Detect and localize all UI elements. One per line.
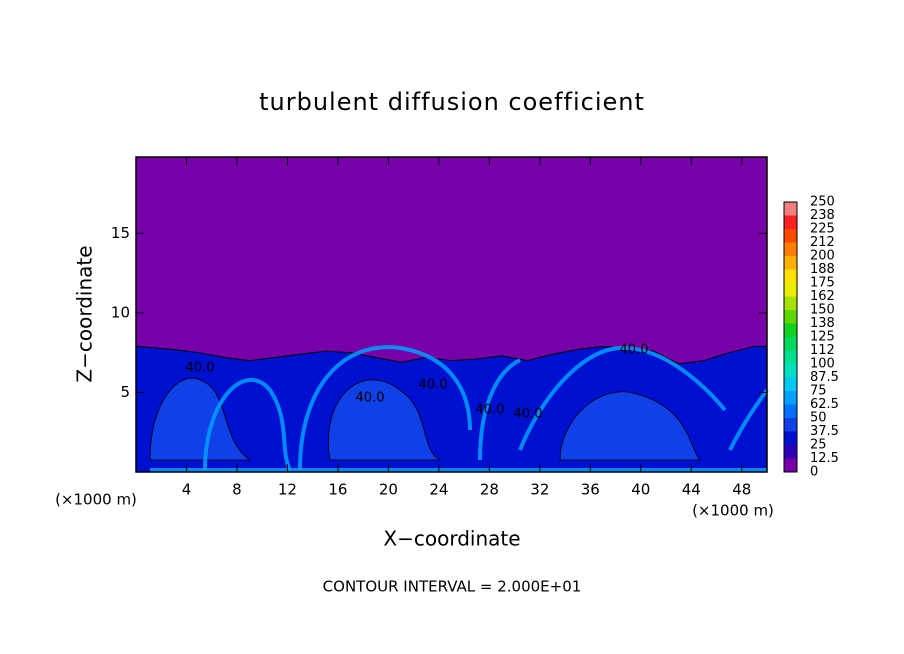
colorbar-swatch xyxy=(784,229,797,243)
chart-title: turbulent diffusion coefficient xyxy=(259,88,645,116)
colorbar-swatch xyxy=(784,283,797,297)
y-tick-label: 5 xyxy=(120,383,130,401)
y-unit: (×1000 m) xyxy=(55,491,137,509)
colorbar-swatch xyxy=(784,404,797,418)
colorbar-swatch xyxy=(784,458,797,472)
colorbar-label: 150 xyxy=(810,303,835,318)
x-tick-label: 28 xyxy=(480,481,499,499)
colorbar-swatch xyxy=(784,391,797,405)
colorbar-label: 138 xyxy=(810,316,835,331)
colorbar-swatch xyxy=(784,202,797,216)
field-swirl xyxy=(203,377,292,471)
field-region xyxy=(328,379,441,461)
colorbar-swatch xyxy=(784,445,797,459)
colorbar-swatch xyxy=(784,377,797,391)
field-swirl xyxy=(728,388,769,451)
colorbar-label: 162 xyxy=(810,289,835,304)
colorbar-label: 25 xyxy=(810,438,827,453)
colorbar-label: 125 xyxy=(810,330,835,345)
colorbar-label: 175 xyxy=(810,276,835,291)
x-unit: (×1000 m) xyxy=(692,502,774,520)
footnote: CONTOUR INTERVAL = 2.000E+01 xyxy=(323,578,582,596)
colorbar-label: 75 xyxy=(810,384,827,399)
field-swirl xyxy=(478,358,521,461)
y-tick-label: 10 xyxy=(111,303,130,321)
colorbar-label: 87.5 xyxy=(810,370,839,385)
colorbar-swatch xyxy=(784,310,797,324)
colorbar-swatch xyxy=(784,269,797,283)
colorbar-swatch xyxy=(784,431,797,445)
colorbar-label: 0 xyxy=(810,465,818,480)
field-region xyxy=(559,391,701,461)
x-axis-label: X−coordinate xyxy=(383,527,520,551)
x-tick-label: 32 xyxy=(530,481,549,499)
x-tick-label: 44 xyxy=(682,481,701,499)
colorbar-swatch xyxy=(784,296,797,310)
colorbar-swatch xyxy=(784,418,797,432)
colorbar-swatch xyxy=(784,256,797,270)
colorbar-label: 188 xyxy=(810,262,835,277)
x-tick-label: 36 xyxy=(581,481,600,499)
y-tick-label: 15 xyxy=(111,224,130,242)
contour-label: 40.0 xyxy=(186,361,215,376)
x-tick-label: 8 xyxy=(232,481,242,499)
contour-label: 40.0 xyxy=(514,407,543,422)
colorbar-label: 212 xyxy=(810,235,835,250)
contour-label: 40.0 xyxy=(620,343,649,358)
colorbar-swatch xyxy=(784,242,797,256)
field-region xyxy=(149,377,252,461)
colorbar-label: 62.5 xyxy=(810,397,839,412)
x-tick-label: 20 xyxy=(379,481,398,499)
colorbar-label: 37.5 xyxy=(810,424,839,439)
x-tick-label: 24 xyxy=(429,481,448,499)
colorbar-label: 250 xyxy=(810,195,835,210)
colorbar-swatch xyxy=(784,350,797,364)
colorbar-swatch xyxy=(784,337,797,351)
colorbar-swatch xyxy=(784,215,797,229)
colorbar-frame xyxy=(783,201,798,473)
field-swirl xyxy=(518,345,727,451)
x-tick-label: 12 xyxy=(278,481,297,499)
colorbar-label: 238 xyxy=(810,208,835,223)
plot-frame xyxy=(135,156,768,473)
colorbar-label: 225 xyxy=(810,222,835,237)
colorbar-swatch xyxy=(784,364,797,378)
x-tick-label: 4 xyxy=(182,481,192,499)
contour-label: 40.0 xyxy=(476,403,505,418)
colorbar-label: 100 xyxy=(810,357,835,372)
colorbar-label: 200 xyxy=(810,249,835,264)
contour-label: 40.0 xyxy=(356,391,385,406)
x-tick-label: 16 xyxy=(328,481,347,499)
colorbar-label: 112 xyxy=(810,343,835,358)
field-swirl xyxy=(298,345,472,471)
colorbar-label: 12.5 xyxy=(810,451,839,466)
colorbar-label: 50 xyxy=(810,411,827,426)
y-axis-label: Z−coordinate xyxy=(73,245,97,382)
x-tick-label: 40 xyxy=(631,481,650,499)
contour-label: 40.0 xyxy=(419,378,448,393)
colorbar-swatch xyxy=(784,323,797,337)
x-tick-label: 48 xyxy=(732,481,751,499)
